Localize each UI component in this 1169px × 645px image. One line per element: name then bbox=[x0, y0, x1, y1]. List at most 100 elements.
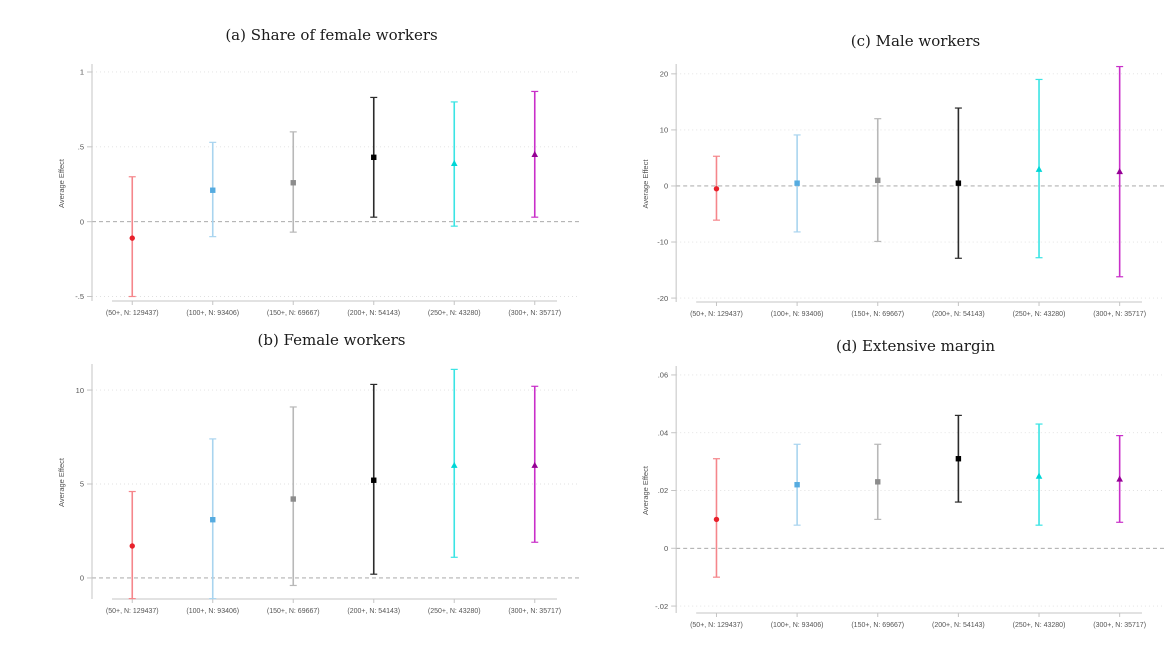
y-axis-title: Average Effect bbox=[57, 158, 66, 208]
errorbar-b-6 bbox=[531, 385, 539, 543]
errorbar-b-3 bbox=[289, 406, 297, 587]
point-marker bbox=[1116, 475, 1123, 482]
x-category-label: (150+, N: 69667) bbox=[267, 608, 320, 615]
x-category-label: (200+, N: 54143) bbox=[932, 311, 985, 318]
errorbar-d-4 bbox=[954, 414, 962, 503]
y-tick-label: 20 bbox=[660, 70, 668, 79]
errorbar-b-4 bbox=[370, 383, 378, 575]
x-category-label: (150+, N: 69667) bbox=[851, 311, 904, 318]
point-marker bbox=[531, 461, 539, 468]
errorbar-a-1 bbox=[128, 176, 136, 298]
panel-b: (b) Female workers 10 5 0 Average Effect (50… bbox=[0, 322, 584, 645]
errorbar-a-2 bbox=[209, 141, 217, 238]
point-marker bbox=[210, 187, 216, 193]
y-tick-label: -10 bbox=[657, 238, 668, 247]
point-marker bbox=[129, 543, 135, 549]
errorbar-c-5 bbox=[1035, 78, 1043, 259]
errorbar-d-3 bbox=[874, 443, 882, 520]
y-axis-title: Average Effect bbox=[641, 159, 650, 209]
x-category-label: (50+, N: 129437) bbox=[690, 622, 743, 629]
y-axis-title: Average Effect bbox=[641, 465, 650, 515]
errorbar-c-6 bbox=[1116, 65, 1124, 278]
point-marker bbox=[450, 159, 458, 166]
y-axis-title: Average Effect bbox=[57, 457, 66, 507]
x-category-label: (300+, N: 35717) bbox=[1093, 311, 1146, 318]
panel-b-title: (b) Female workers bbox=[257, 331, 406, 349]
panel-d-chart: .06 .04 .02 0 -.02 Average Effect (50+, N: 129… bbox=[641, 366, 1164, 629]
y-tick-label: 10 bbox=[76, 386, 84, 395]
point-marker bbox=[531, 150, 539, 158]
x-category-label: (200+, N: 54143) bbox=[347, 310, 400, 317]
y-tick-label: 5 bbox=[80, 480, 84, 489]
panel-c-chart: 20 10 0 -10 -20 Average Effect (50+, N: 129437… bbox=[641, 64, 1164, 318]
point-marker bbox=[794, 482, 800, 488]
point-marker bbox=[129, 235, 135, 241]
point-marker bbox=[794, 180, 800, 186]
x-category-label: (150+, N: 69667) bbox=[267, 310, 320, 317]
errorbar-a-3 bbox=[289, 131, 297, 233]
point-marker bbox=[450, 461, 458, 468]
x-category-label: (150+, N: 69667) bbox=[851, 622, 904, 629]
x-category-label: (250+, N: 43280) bbox=[428, 608, 481, 615]
errorbar-d-2 bbox=[793, 443, 801, 526]
point-marker bbox=[955, 456, 962, 462]
errorbar-b-2 bbox=[209, 438, 217, 600]
x-category-label: (250+, N: 43280) bbox=[428, 310, 481, 317]
y-tick-label: -.5 bbox=[75, 292, 84, 301]
x-category-label: (300+, N: 35717) bbox=[1093, 622, 1146, 629]
panel-a-chart: 1 .5 0 -.5 Average Effect (50+, N: 129437) (10… bbox=[57, 64, 579, 317]
x-category-label: (200+, N: 54143) bbox=[347, 608, 400, 615]
point-marker bbox=[713, 186, 720, 192]
point-marker bbox=[713, 516, 720, 523]
point-marker bbox=[875, 177, 881, 184]
x-category-label: (250+, N: 43280) bbox=[1013, 622, 1066, 629]
y-tick-label: -.02 bbox=[655, 602, 668, 611]
point-marker bbox=[371, 154, 377, 161]
y-tick-label: .5 bbox=[78, 143, 84, 152]
x-category-label: (300+, N: 35717) bbox=[508, 608, 561, 615]
errorbar-a-6 bbox=[531, 90, 539, 218]
panel-c-title: (c) Male workers bbox=[850, 32, 981, 50]
y-tick-label: 1 bbox=[80, 68, 84, 77]
point-marker bbox=[1116, 167, 1123, 175]
panel-d: (d) Extensive margin .06 .04 .02 0 -.02 Avera… bbox=[584, 322, 1169, 645]
errorbar-d-6 bbox=[1116, 435, 1124, 523]
panel-a: (a) Share of female workers 1 .5 0 -.5 Avera… bbox=[0, 0, 584, 322]
errorbar-c-2 bbox=[793, 134, 801, 233]
errorbar-d-1 bbox=[712, 458, 720, 578]
y-tick-label: 10 bbox=[660, 126, 668, 135]
x-category-label: (50+, N: 129437) bbox=[106, 608, 159, 615]
x-category-label: (50+, N: 129437) bbox=[690, 311, 743, 318]
panel-c: (c) Male workers 20 10 0 -10 -20 Average Effe… bbox=[584, 0, 1169, 322]
x-category-label: (300+, N: 35717) bbox=[508, 310, 561, 317]
y-tick-label: .04 bbox=[658, 428, 668, 437]
point-marker bbox=[290, 180, 296, 186]
y-tick-label: 0 bbox=[664, 182, 668, 191]
point-marker bbox=[955, 180, 962, 186]
panel-d-title: (d) Extensive margin bbox=[835, 337, 996, 355]
y-tick-label: 0 bbox=[80, 574, 84, 583]
errorbar-c-4 bbox=[954, 107, 962, 259]
errorbar-a-5 bbox=[450, 101, 458, 227]
panel-b-chart: 10 5 0 Average Effect (50+, N: 129437) (100+,… bbox=[57, 364, 579, 615]
x-category-label: (100+, N: 93406) bbox=[186, 310, 239, 317]
point-marker bbox=[875, 479, 881, 485]
errorbar-b-1 bbox=[128, 490, 136, 600]
x-category-label: (100+, N: 93406) bbox=[186, 608, 239, 615]
x-category-label: (100+, N: 93406) bbox=[771, 311, 824, 318]
errorbar-c-3 bbox=[874, 118, 882, 243]
panel-a-title: (a) Share of female workers bbox=[225, 26, 438, 44]
errorbar-c-1 bbox=[712, 155, 720, 221]
y-tick-label: -20 bbox=[657, 294, 668, 303]
point-marker bbox=[1035, 472, 1043, 479]
errorbar-d-5 bbox=[1035, 423, 1043, 526]
point-marker bbox=[210, 517, 216, 523]
errorbar-b-5 bbox=[450, 368, 458, 558]
point-marker bbox=[1035, 165, 1043, 172]
y-tick-label: .06 bbox=[658, 371, 668, 380]
point-marker bbox=[290, 496, 296, 502]
x-category-label: (50+, N: 129437) bbox=[106, 310, 159, 317]
x-category-label: (250+, N: 43280) bbox=[1013, 311, 1066, 318]
errorbar-a-4 bbox=[370, 96, 378, 218]
point-marker bbox=[371, 477, 377, 483]
